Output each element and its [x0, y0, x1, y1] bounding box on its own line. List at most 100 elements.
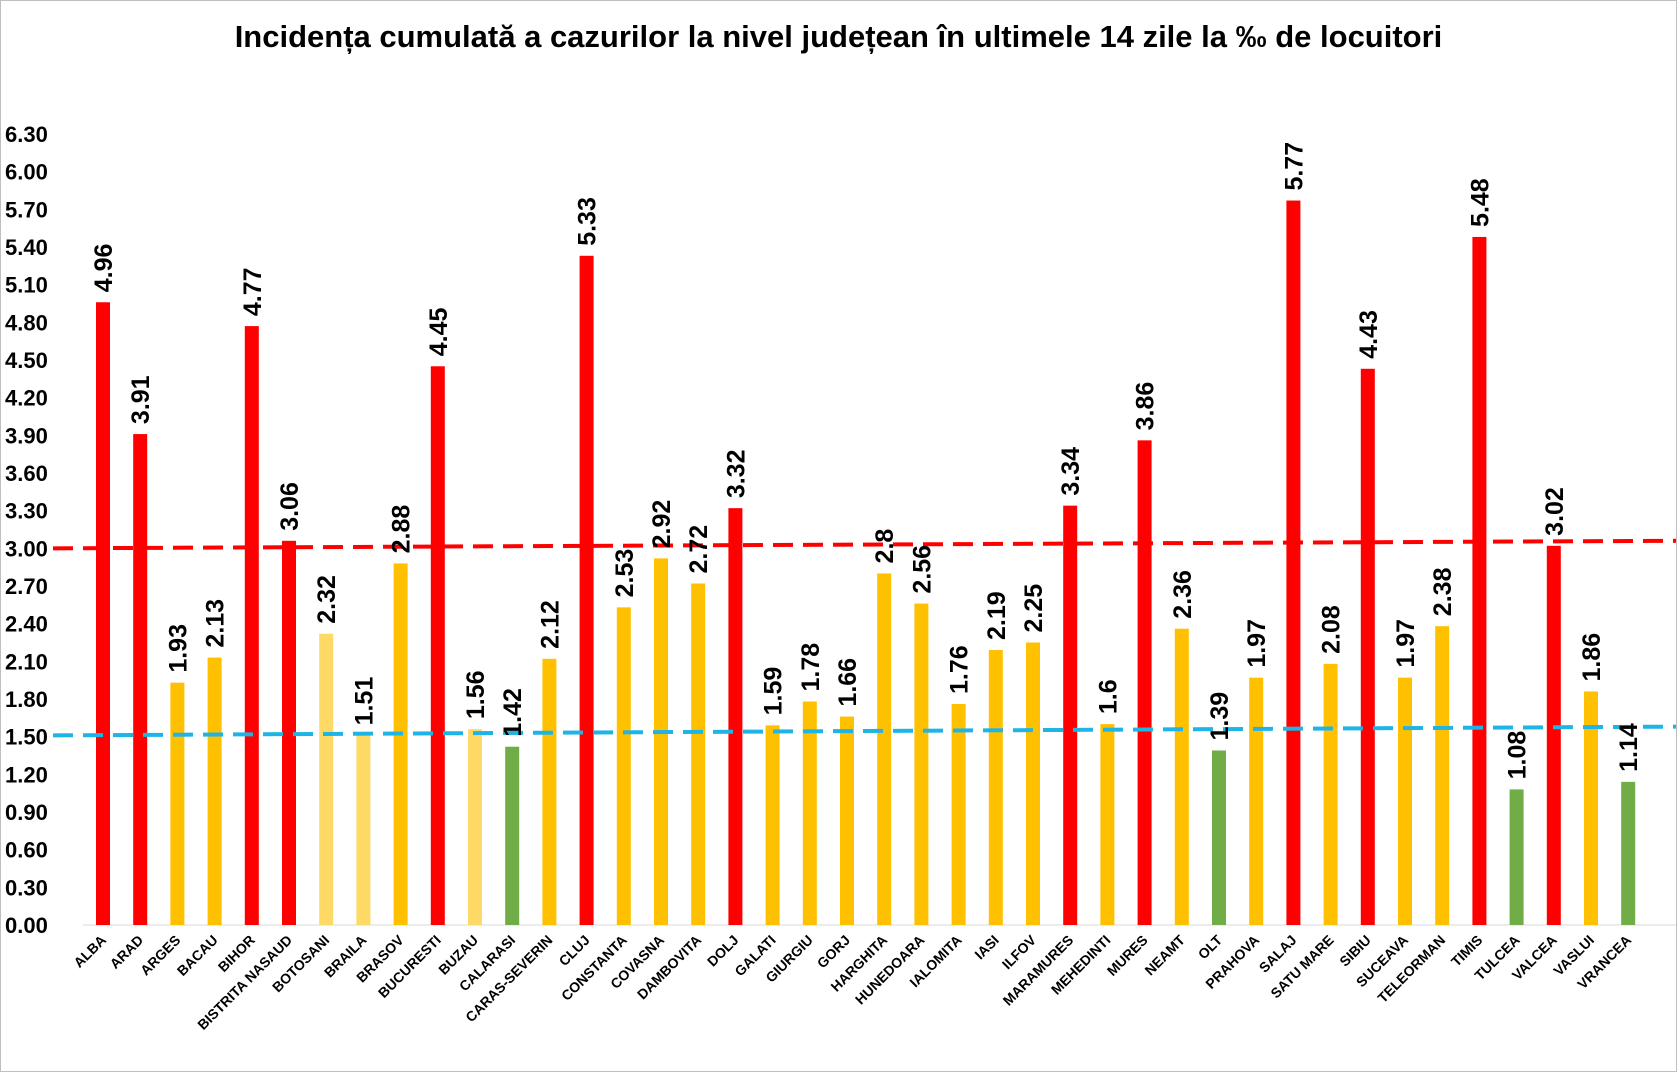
- bar: [207, 657, 222, 925]
- y-tick-label: 1.80: [5, 687, 48, 712]
- bar: [282, 540, 296, 925]
- value-label: 1.56: [462, 670, 490, 719]
- value-label: 3.86: [1132, 382, 1160, 431]
- bar: [133, 434, 148, 925]
- y-tick-label: 0.90: [5, 800, 48, 825]
- value-label: 2.56: [908, 545, 936, 594]
- bar: [244, 326, 259, 926]
- bar: [1063, 505, 1078, 925]
- bar: [1435, 626, 1450, 925]
- value-label: 1.97: [1243, 619, 1271, 668]
- value-label: 2.92: [648, 500, 676, 549]
- y-tick-label: 4.80: [5, 310, 48, 335]
- y-tick-label: 0.30: [5, 875, 48, 900]
- bar: [765, 725, 780, 925]
- value-label: 2.53: [611, 549, 639, 598]
- value-label: 5.33: [574, 197, 602, 246]
- y-tick-label: 4.50: [5, 348, 48, 373]
- category-label: IASI: [971, 932, 1002, 963]
- bar: [654, 558, 668, 925]
- y-tick-label: 3.90: [5, 423, 48, 448]
- y-tick-label: 2.70: [5, 574, 48, 599]
- category-label: ALBA: [70, 932, 109, 971]
- bar: [988, 650, 1003, 925]
- value-label: 4.43: [1355, 310, 1383, 359]
- value-label: 1.14: [1615, 723, 1643, 772]
- value-label: 2.8: [871, 529, 899, 564]
- value-label: 2.08: [1318, 605, 1346, 654]
- value-label: 3.06: [276, 482, 304, 531]
- value-labels: 4.96 3.91 1.93 2.13 4.77 3.06 2.32 1.51 2.88 4.45…: [90, 142, 1643, 780]
- y-tick-label: 1.50: [5, 725, 48, 750]
- bar: [1360, 368, 1375, 925]
- category-label: NEAMT: [1141, 931, 1188, 978]
- bar: [319, 633, 334, 925]
- value-label: 2.36: [1169, 570, 1197, 619]
- bar: [1472, 236, 1487, 925]
- bar: [1249, 677, 1264, 925]
- bar: [616, 607, 631, 925]
- bar: [430, 366, 445, 925]
- value-label: 4.77: [239, 267, 267, 316]
- bar: [1137, 440, 1152, 925]
- value-label: 2.38: [1429, 567, 1457, 616]
- y-tick-label: 5.70: [5, 197, 48, 222]
- y-axis: 0.00 0.30 0.60 0.90 1.20 1.50 1.80 2.10 2.40 2.70…: [5, 122, 48, 938]
- category-label: MURES: [1104, 932, 1151, 979]
- bar: [505, 746, 520, 925]
- y-tick-label: 3.30: [5, 499, 48, 524]
- bar: [1174, 628, 1189, 925]
- value-label: 5.77: [1280, 142, 1308, 191]
- value-label: 1.39: [1206, 692, 1234, 741]
- bar: [1546, 545, 1561, 925]
- bar: [1323, 663, 1338, 925]
- bar: [1398, 677, 1412, 925]
- value-label: 2.13: [202, 599, 230, 648]
- value-label: 2.19: [983, 591, 1011, 640]
- y-tick-label: 0.60: [5, 838, 48, 863]
- blue-threshold-line: [52, 724, 1676, 738]
- category-label: BACAU: [174, 932, 221, 979]
- value-label: 1.66: [834, 658, 862, 707]
- bar: [1584, 691, 1598, 925]
- y-tick-label: 5.40: [5, 235, 48, 260]
- value-label: 2.72: [685, 525, 713, 574]
- value-label: 1.59: [760, 667, 788, 716]
- value-label: 4.96: [90, 244, 118, 293]
- y-tick-label: 1.20: [5, 762, 48, 787]
- value-label: 3.34: [1057, 447, 1085, 496]
- bar: [914, 603, 929, 925]
- bar: [170, 682, 185, 925]
- bar: [393, 563, 408, 925]
- bars: [96, 200, 1636, 926]
- y-tick-label: 0.00: [5, 913, 48, 938]
- bar: [356, 735, 371, 925]
- bar: [542, 658, 557, 925]
- value-label: 2.25: [1020, 584, 1048, 633]
- value-label: 1.42: [499, 688, 527, 737]
- value-label: 1.08: [1504, 731, 1532, 780]
- y-tick-label: 3.60: [5, 461, 48, 486]
- red-threshold-line: [52, 538, 1676, 551]
- bar: [96, 302, 110, 925]
- bar: [951, 704, 966, 925]
- value-label: 3.32: [722, 449, 750, 498]
- y-tick-label: 6.30: [5, 122, 48, 147]
- y-tick-label: 4.20: [5, 386, 48, 411]
- bar: [840, 716, 854, 925]
- category-label: OLT: [1195, 932, 1226, 963]
- bar: [1509, 789, 1524, 925]
- value-label: 5.48: [1466, 178, 1494, 227]
- value-label: 1.51: [350, 677, 378, 726]
- value-label: 1.76: [946, 645, 974, 694]
- value-label: 3.02: [1541, 487, 1569, 536]
- value-label: 1.6: [1094, 679, 1122, 714]
- y-tick-label: 6.00: [5, 160, 48, 185]
- bar: [1212, 750, 1226, 925]
- y-tick-label: 2.10: [5, 649, 48, 674]
- bar: [728, 508, 743, 925]
- bar: [1286, 200, 1301, 926]
